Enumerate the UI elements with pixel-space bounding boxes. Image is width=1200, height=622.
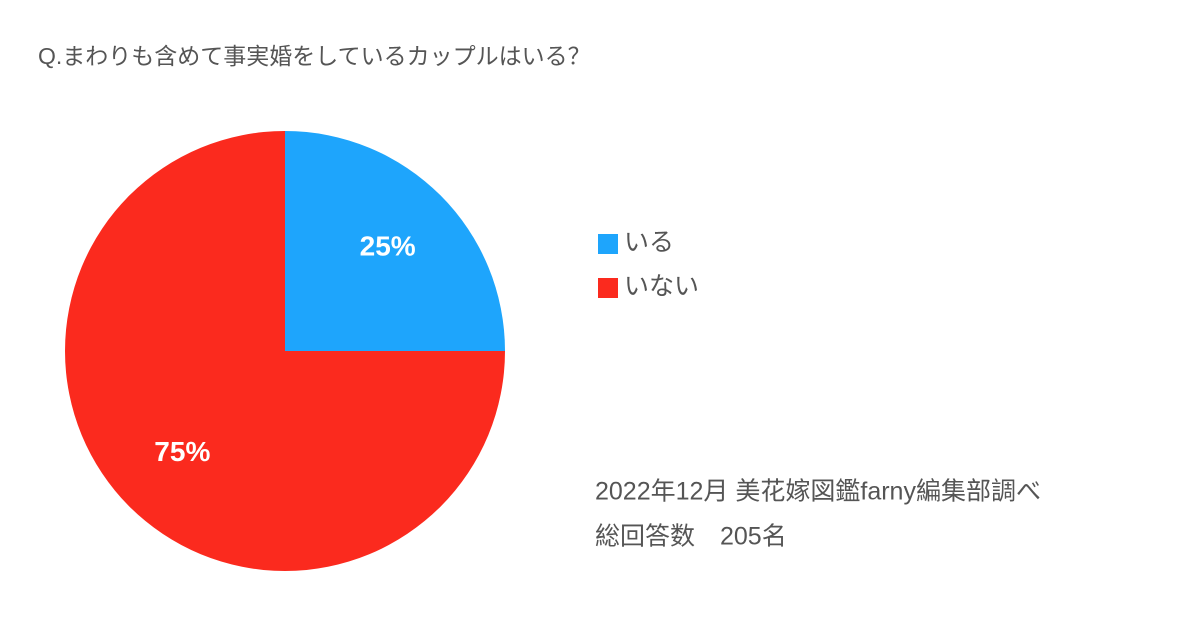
pie-slice — [65, 131, 505, 571]
legend-swatch — [598, 278, 618, 298]
legend-swatch — [598, 234, 618, 254]
note: 2022年12月 美花嫁図鑑farny編集部調べ — [595, 478, 1041, 506]
legend-label: いない — [624, 273, 699, 301]
chart-title: Q.まわりも含めて事実婚をしているカップルはいる？ — [38, 43, 591, 69]
note: 総回答数 205名 — [595, 523, 787, 551]
legend-label: いる — [624, 229, 674, 257]
pie-slice — [285, 131, 505, 351]
value-label: 25% — [360, 231, 416, 262]
value-label: 75% — [154, 436, 210, 467]
